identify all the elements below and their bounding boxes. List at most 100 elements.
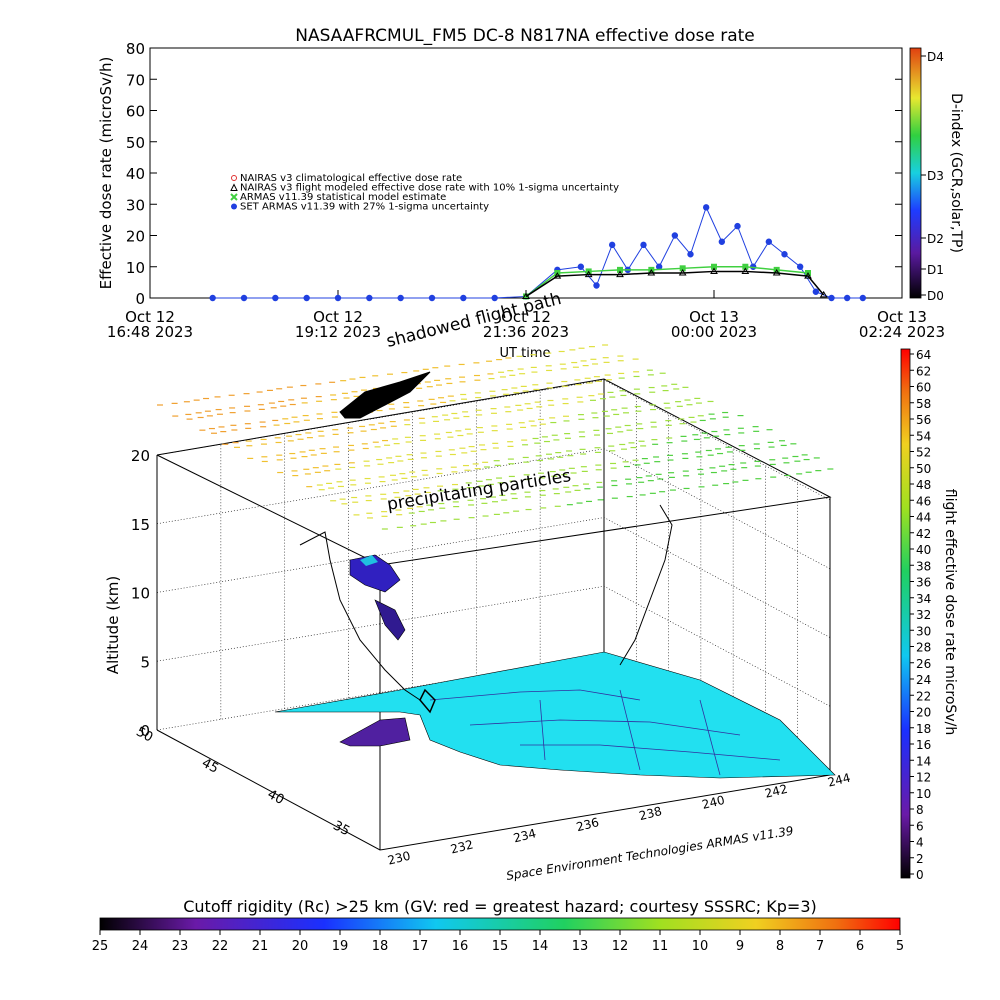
top-series xyxy=(209,204,867,302)
data-point-armas xyxy=(702,204,710,211)
dose-tick-label: 32 xyxy=(916,608,931,622)
data-point-armas xyxy=(577,263,585,270)
data-point-nairas xyxy=(710,267,718,274)
dose-tick-label: 4 xyxy=(916,836,924,850)
dose-tick-label: 0 xyxy=(916,868,924,882)
dose-tick-label: 2 xyxy=(916,852,924,866)
rigidity-tick-label: 20 xyxy=(292,939,309,954)
longitude-tick-label: 242 xyxy=(763,782,789,801)
top-x-tick-label-top: Oct 12 xyxy=(125,308,175,326)
data-point-armas xyxy=(671,232,679,239)
dose-tick-label: 26 xyxy=(916,657,931,671)
data-point-armas xyxy=(640,241,647,249)
dose-tick-label: 30 xyxy=(916,624,931,638)
dose-tick-label: 54 xyxy=(916,429,931,443)
data-point-armas xyxy=(303,294,310,302)
data-point-armas xyxy=(828,294,835,302)
data-point-armas xyxy=(209,294,216,302)
latitude-tick-label: 50 xyxy=(134,725,156,746)
dose-tick-label: 8 xyxy=(916,803,924,817)
dose-tick-label: 48 xyxy=(916,478,931,492)
legend-marker xyxy=(231,203,237,210)
legend-marker xyxy=(230,193,238,201)
dose-tick-label: 10 xyxy=(916,787,931,801)
longitude-tick-label: 232 xyxy=(449,837,475,856)
top-y-tick-label: 20 xyxy=(126,228,145,246)
dose-tick-label: 50 xyxy=(916,462,931,476)
rigidity-tick-label: 19 xyxy=(332,939,349,954)
data-point-nairas xyxy=(741,267,750,274)
rigidity-tick-label: 18 xyxy=(372,939,389,954)
top-x-tick-label-top: Oct 13 xyxy=(689,308,739,326)
altitude-axis-label: Altitude (km) xyxy=(104,576,122,674)
dindex-tick-label: D4 xyxy=(927,50,944,64)
longitude-ticks: 230 232 234 236 238 240 242 244 xyxy=(386,771,852,868)
rigidity-tick-label: 25 xyxy=(92,939,109,954)
longitude-tick-label: 230 xyxy=(386,849,412,868)
dose-tick-label: 62 xyxy=(916,364,931,378)
surface-contours xyxy=(429,689,781,776)
data-point-armas xyxy=(655,263,663,270)
data-point-nairas xyxy=(819,290,828,298)
dose-tick-label: 16 xyxy=(916,738,931,752)
data-point-armas xyxy=(718,238,726,245)
altitude-tick-label: 5 xyxy=(140,653,150,671)
dose-tick-label: 44 xyxy=(916,511,931,525)
dose-tick-label: 36 xyxy=(916,576,931,590)
dose-colorbar xyxy=(900,348,911,879)
rigidity-tick-label: 11 xyxy=(652,939,669,954)
data-point-armas xyxy=(428,294,436,302)
dose-colorbar-ticks: 0246810121416182022242628303234363840424… xyxy=(910,348,931,882)
dose-tick-label: 64 xyxy=(916,348,931,362)
data-point-armas-model xyxy=(711,263,717,270)
altitude-grid-line xyxy=(156,448,831,570)
credit-label: Space Environment Technologies ARMAS v11… xyxy=(505,824,794,883)
precipitating-particles-cloud xyxy=(157,344,834,530)
dose-tick-label: 60 xyxy=(916,381,931,395)
data-point-armas xyxy=(734,222,741,230)
dose-tick-label: 40 xyxy=(916,543,931,557)
rigidity-tick-label: 9 xyxy=(736,939,744,954)
altitude-tick-label: 15 xyxy=(131,516,150,534)
top-x-tick-label-top: Oct 12 xyxy=(313,308,363,326)
dindex-label: D-index (GCR,solar,TP) xyxy=(948,93,964,253)
top-y-axis-label: Effective dose rate (microSv/h) xyxy=(97,57,115,290)
data-point-armas xyxy=(608,241,616,249)
legend-marker xyxy=(230,183,238,191)
data-point-armas xyxy=(491,294,498,302)
top-y-tick-label: 60 xyxy=(126,103,145,121)
altitude-tick-label: 10 xyxy=(131,585,150,603)
latitude-tick-label: 35 xyxy=(330,818,352,839)
flight-track-colored xyxy=(349,554,406,641)
dose-tick-label: 46 xyxy=(916,494,931,508)
shadowed-flight-path xyxy=(339,371,431,419)
longitude-tick-label: 236 xyxy=(575,815,601,834)
dose-tick-label: 6 xyxy=(916,819,924,833)
data-point-nairas xyxy=(678,269,687,276)
rigidity-tick-label: 24 xyxy=(132,939,149,954)
data-point-armas xyxy=(593,282,600,289)
data-point-nairas xyxy=(647,269,656,276)
top-title: NASAAFRCMUL_FM5 DC-8 N817NA effective do… xyxy=(295,26,755,46)
top-y-tick-label: 50 xyxy=(126,134,145,152)
top-x-tick-label-bottom: 21:36 2023 xyxy=(483,323,569,341)
dindex-ticks: D0 D1 D2 D3 D4 xyxy=(921,50,944,303)
rigidity-tick-label: 16 xyxy=(452,939,469,954)
rigidity-tick-label: 13 xyxy=(572,939,589,954)
top-y-tick-label: 10 xyxy=(126,259,145,277)
dose-tick-label: 42 xyxy=(916,527,931,541)
legend-entry: ARMAS v11.39 statistical model estimate xyxy=(240,192,446,203)
rigidity-tick-label: 15 xyxy=(492,939,509,954)
series-line xyxy=(212,206,863,299)
dose-tick-label: 12 xyxy=(916,771,931,785)
rigidity-tick-label: 7 xyxy=(816,939,824,954)
coastline-patch xyxy=(339,717,411,747)
altitude-tick-label: 0 xyxy=(140,722,150,740)
altitude-ticks: 0 5 10 15 20 xyxy=(131,447,150,740)
data-point-armas xyxy=(240,294,248,302)
rigidity-tick-label: 6 xyxy=(856,939,864,954)
dose-tick-label: 20 xyxy=(916,706,931,720)
dose-tick-label: 24 xyxy=(916,673,931,687)
longitude-tick-label: 244 xyxy=(826,771,852,790)
